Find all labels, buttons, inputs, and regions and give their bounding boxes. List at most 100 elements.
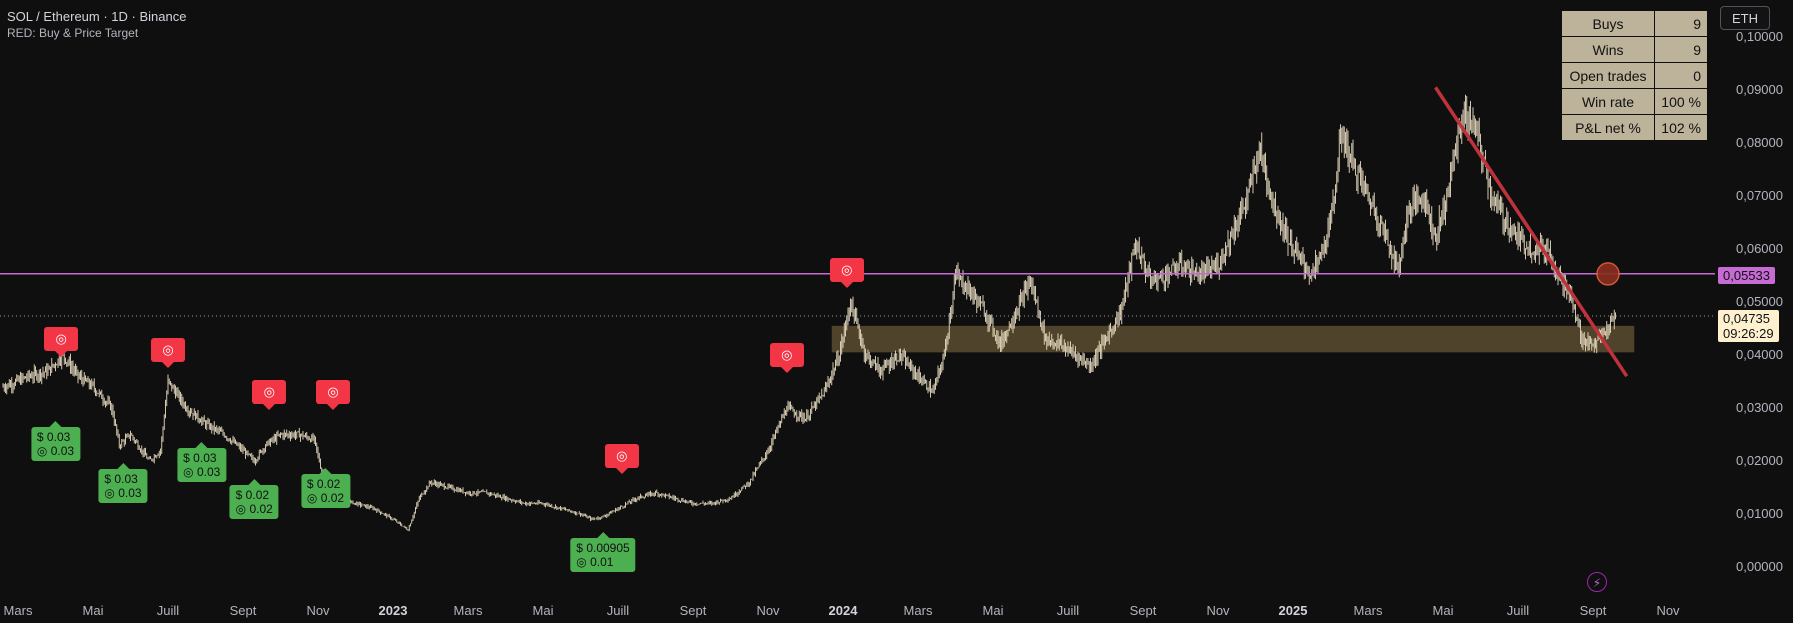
buy-price-value: 0.00905 — [586, 540, 630, 555]
buy-target: ◎ 0.03 — [37, 444, 74, 458]
last-price-tag: 0,04735 09:26:29 — [1718, 310, 1779, 342]
price-target-marker[interactable]: ◎ — [769, 343, 804, 368]
trade-stats-table: Buys 9 Wins 9 Open trades 0 Win rate 100 % P&L n… — [1561, 10, 1708, 141]
buy-price-value: 0.02 — [245, 487, 270, 502]
price-target-marker[interactable]: ◎ — [829, 258, 864, 283]
x-tick-label: Mars — [453, 603, 483, 618]
target-icon: ◎ — [235, 501, 250, 516]
target-icon: ◎ — [841, 262, 853, 278]
buy-price: $ 0.03 — [183, 451, 220, 465]
y-tick-label: 0,00000 — [1736, 559, 1783, 574]
buy-price: $ 0.02 — [236, 488, 273, 502]
target-icon: ◎ — [306, 491, 321, 506]
x-tick-label: Juill — [1056, 603, 1080, 618]
buy-target-value: 0.03 — [50, 443, 75, 458]
y-tick-label: 0,07000 — [1736, 188, 1783, 203]
buy-price-value: 0.03 — [46, 429, 71, 444]
target-icon: ◎ — [183, 464, 197, 479]
price-target-marker[interactable]: ◎ — [316, 380, 350, 405]
y-tick-label: 0,08000 — [1736, 135, 1783, 150]
x-tick-label: Mars — [3, 603, 33, 618]
buy-target-value: 0.01 — [590, 554, 614, 569]
buy-marker[interactable]: $ 0.00905 ◎ 0.01 — [570, 537, 636, 572]
buy-marker[interactable]: $ 0.03 ◎ 0.03 — [177, 447, 227, 482]
stats-label: Buys — [1561, 10, 1655, 37]
x-tick-label: Sept — [1579, 603, 1607, 618]
x-tick-label: 2024 — [828, 603, 858, 618]
buy-target-value: 0.02 — [249, 501, 273, 516]
indicator-label: RED: Buy & Price Target — [7, 26, 139, 40]
x-tick-label: Mai — [82, 603, 104, 618]
target-icon: ◎ — [576, 554, 591, 569]
support-zone[interactable] — [831, 325, 1635, 353]
buy-price-value: 0.03 — [193, 450, 217, 465]
buy-target: ◎ 0.01 — [576, 555, 629, 569]
buy-price-value: 0.02 — [316, 477, 341, 492]
x-tick-label: Sept — [679, 603, 707, 618]
money-bag-icon: $ — [576, 540, 587, 555]
stats-value: 9 — [1654, 36, 1708, 63]
buy-target: ◎ 0.02 — [307, 491, 344, 505]
y-tick-label: 0,05000 — [1736, 294, 1783, 309]
price-target-marker[interactable]: ◎ — [604, 443, 639, 468]
buy-target: ◎ 0.02 — [236, 502, 273, 516]
buy-target-value: 0.03 — [196, 464, 221, 479]
money-bag-icon: $ — [306, 477, 317, 492]
y-tick-label: 0,03000 — [1736, 400, 1783, 415]
stats-label: P&L net % — [1561, 114, 1655, 141]
y-tick-label: 0,10000 — [1736, 29, 1783, 44]
money-bag-icon: $ — [183, 450, 194, 465]
target-icon: ◎ — [327, 384, 339, 400]
lightning-icon[interactable]: ⚡ — [1587, 572, 1607, 592]
buy-marker[interactable]: $ 0.02 ◎ 0.02 — [300, 474, 351, 509]
x-tick-label: Sept — [229, 603, 257, 618]
x-tick-label: Mars — [903, 603, 933, 618]
target-icon: ◎ — [36, 443, 51, 458]
x-tick-label: Juill — [156, 603, 180, 618]
buy-marker[interactable]: $ 0.02 ◎ 0.02 — [229, 484, 279, 519]
money-bag-icon: $ — [104, 472, 115, 486]
hline-price-tag: 0,05533 — [1718, 267, 1775, 284]
stats-row: P&L net % 102 % — [1561, 114, 1708, 141]
stats-value: 100 % — [1654, 88, 1708, 115]
target-icon: ◎ — [104, 486, 119, 500]
alert-circle-marker[interactable] — [1596, 262, 1620, 286]
buy-target-value: 0.03 — [118, 486, 142, 500]
target-icon: ◎ — [162, 341, 174, 357]
stats-row: Win rate 100 % — [1561, 88, 1708, 115]
target-icon: ◎ — [55, 331, 67, 347]
last-price-value: 0,04735 — [1723, 311, 1770, 326]
y-tick-label: 0,01000 — [1736, 506, 1783, 521]
buy-price: $ 0.03 — [37, 430, 74, 444]
x-tick-label: Juill — [606, 603, 630, 618]
chart-title: SOL / Ethereum · 1D · Binance — [7, 9, 187, 24]
buy-price: $ 0.03 — [104, 472, 141, 486]
x-tick-label: Mai — [1432, 603, 1454, 618]
buy-marker[interactable]: $ 0.03 ◎ 0.03 — [98, 469, 148, 503]
x-tick-label: Mars — [1353, 603, 1383, 618]
stats-row: Buys 9 — [1561, 10, 1708, 37]
buy-marker[interactable]: $ 0.03 ◎ 0.03 — [30, 426, 81, 461]
trendline[interactable] — [1434, 86, 1629, 378]
currency-button[interactable]: ETH — [1720, 6, 1770, 30]
stats-label: Win rate — [1561, 88, 1655, 115]
buy-price: $ 0.00905 — [576, 541, 629, 555]
price-target-marker[interactable]: ◎ — [252, 380, 287, 405]
x-tick-label: Mai — [982, 603, 1004, 618]
stats-value: 9 — [1654, 10, 1708, 37]
x-tick-label: Nov — [306, 603, 330, 618]
price-target-marker[interactable]: ◎ — [151, 337, 185, 362]
target-icon: ◎ — [616, 447, 628, 463]
x-tick-label: 2025 — [1278, 603, 1308, 618]
x-tick-label: Mai — [532, 603, 554, 618]
y-tick-label: 0,04000 — [1736, 347, 1783, 362]
x-tick-label: Juill — [1506, 603, 1530, 618]
stats-label: Wins — [1561, 36, 1655, 63]
stats-label: Open trades — [1561, 62, 1655, 89]
price-target-marker[interactable]: ◎ — [44, 327, 79, 352]
x-tick-label: Sept — [1129, 603, 1157, 618]
y-tick-label: 0,02000 — [1736, 453, 1783, 468]
buy-target: ◎ 0.03 — [104, 486, 141, 500]
y-tick-label: 0,06000 — [1736, 241, 1783, 256]
